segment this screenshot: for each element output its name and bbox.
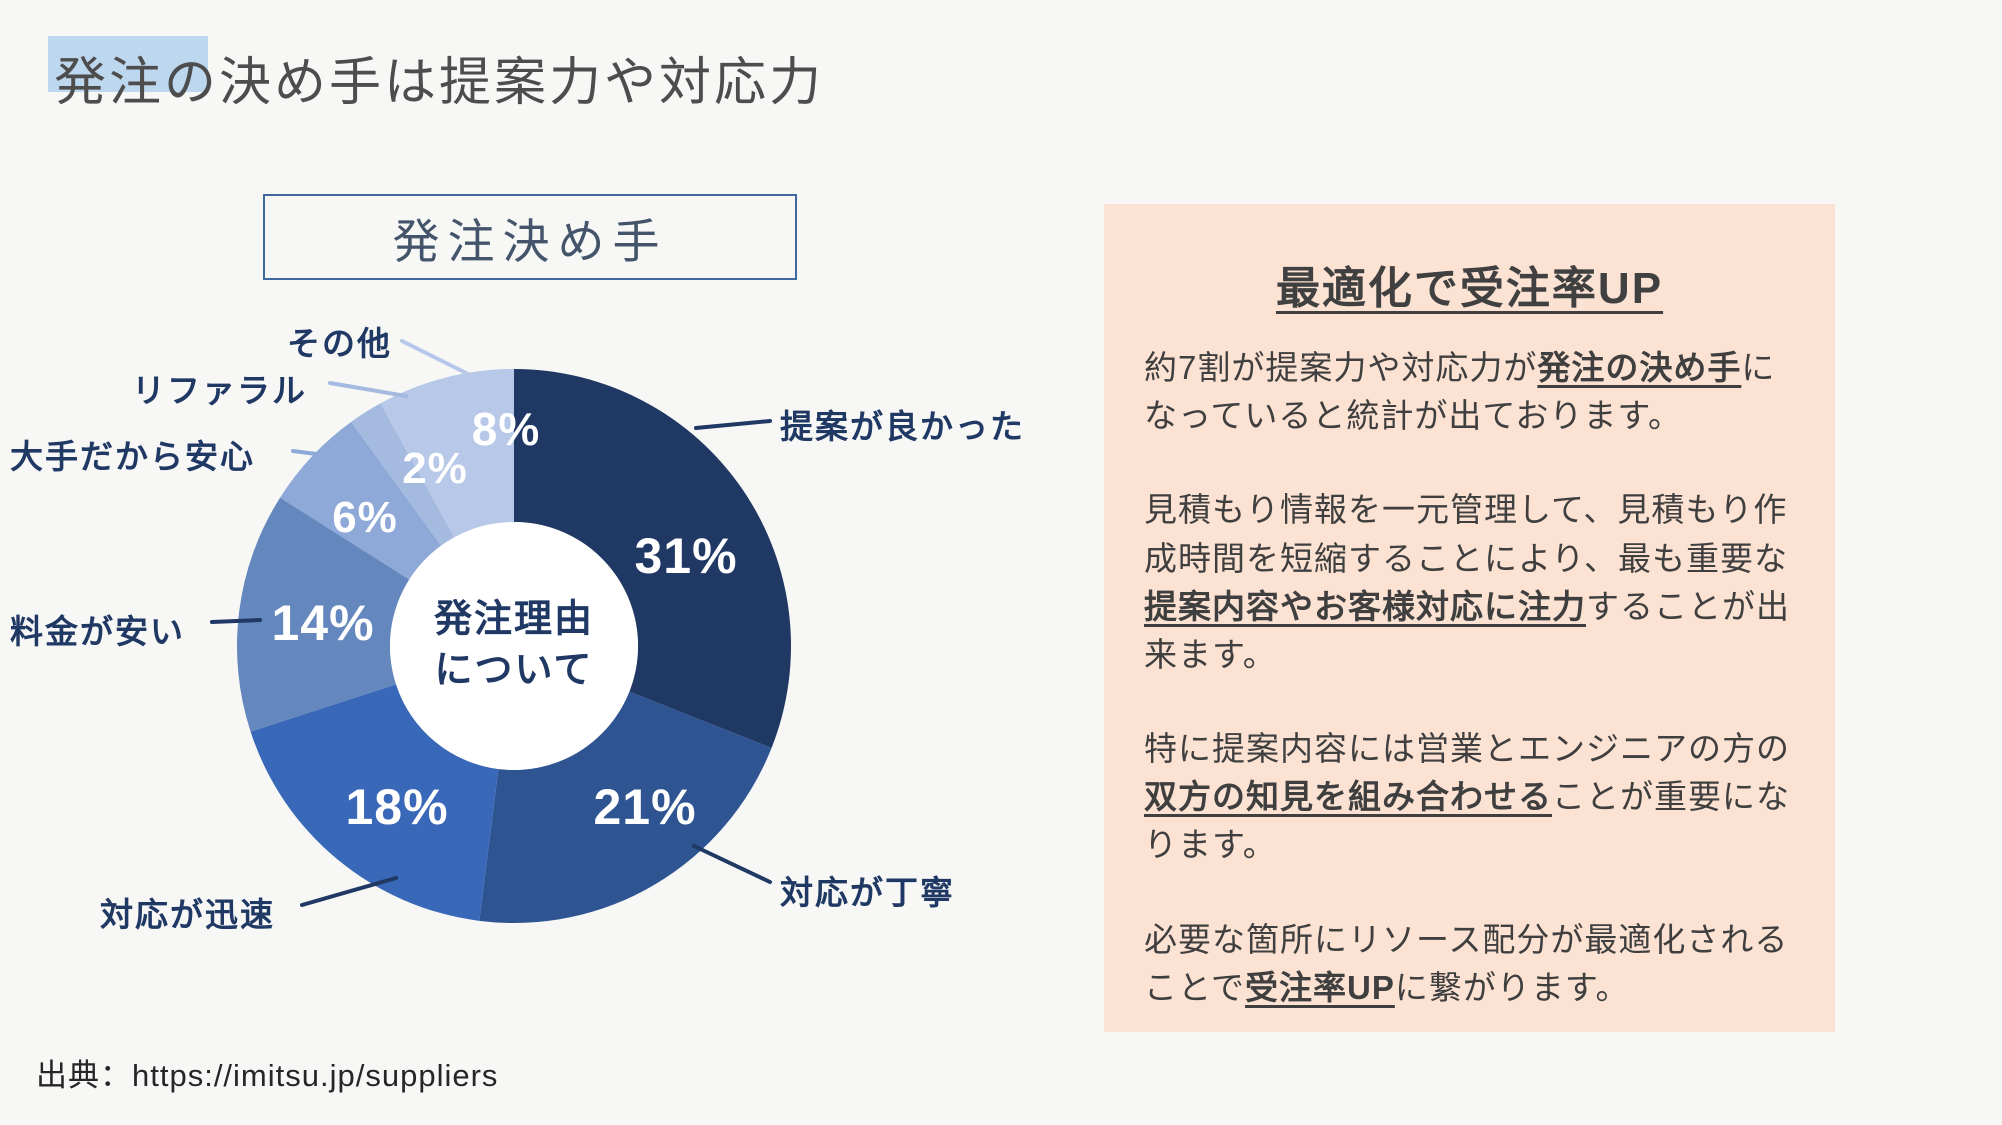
panel-paragraph: 必要な箇所にリソース配分が最適化されることで受注率UPに繋がります。 <box>1144 916 1795 1012</box>
pie-slice-6 <box>351 403 455 546</box>
center-label-line1: 発注理由 <box>433 598 595 641</box>
pie-slice-2 <box>479 691 772 924</box>
page-title: 発注の決め手は提案力や対応力 <box>54 54 825 112</box>
pie-slice-4 <box>237 497 410 732</box>
callout-line-6 <box>328 381 408 398</box>
callout-line-7 <box>400 339 480 381</box>
panel-text: ことが重要になります。 <box>1144 778 1790 864</box>
panel-text: に繋がります。 <box>1394 968 1630 1006</box>
panel-paragraph: 見積もり情報を一元管理して、見積もり作成時間を短縮することにより、最も重要な提案… <box>1144 486 1795 679</box>
panel-emphasis-text: 双方の知見を組み合わせる <box>1144 778 1552 816</box>
chart-center-label: 発注理由 について <box>434 595 594 698</box>
callout-line-2 <box>692 844 772 884</box>
center-label-line2: について <box>434 650 594 692</box>
panel-title: 最適化で受注率UP <box>1275 264 1664 313</box>
chart-title-box: 発注決め手 <box>263 194 797 280</box>
info-panel: 最適化で受注率UP 約7割が提案力や対応力が発注の決め手になっていると統計が出て… <box>1104 204 1835 1032</box>
panel-emphasis-text: 提案内容やお客様対応に注力 <box>1144 587 1586 625</box>
pie-slice-1 <box>514 369 792 748</box>
chart-title: 発注決め手 <box>392 214 668 268</box>
panel-text: 見積もり情報を一元管理して、見積もり作成時間を短縮することにより、最も重要な <box>1144 491 1789 577</box>
pie-slice-5 <box>280 421 442 580</box>
panel-text: になっていると統計が出ております。 <box>1144 349 1776 435</box>
panel-paragraph: 約7割が提案力や対応力が発注の決め手になっていると統計が出ております。 <box>1144 344 1795 440</box>
panel-text: 必要な箇所にリソース配分が最適化されることで <box>1144 920 1789 1006</box>
callout-line-1 <box>694 419 772 430</box>
panel-emphasis-text: 受注率UP <box>1245 968 1395 1006</box>
panel-paragraph: 特に提案内容には営業とエンジニアの方の双方の知見を組み合わせることが重要になりま… <box>1144 725 1795 870</box>
panel-text: 特に提案内容には営業とエンジニアの方の <box>1144 730 1790 768</box>
pie-slice-7 <box>380 368 514 538</box>
callout-line-3 <box>300 876 398 907</box>
donut-hole <box>390 522 638 770</box>
callout-line-4 <box>210 618 262 624</box>
callout-line-5 <box>291 449 334 458</box>
panel-emphasis-text: 発注の決め手 <box>1537 349 1742 386</box>
source-note: 出典：https://imitsu.jp/suppliers <box>36 1058 499 1093</box>
panel-text: することが出来ます。 <box>1144 587 1790 673</box>
title-highlight-rect <box>48 36 208 92</box>
panel-body: 約7割が提案力や対応力が発注の決め手になっていると統計が出ております。 見積もり情… <box>1144 344 1795 1012</box>
pie-slice-3 <box>250 684 499 921</box>
panel-text: 約7割が提案力や対応力が <box>1144 349 1538 386</box>
